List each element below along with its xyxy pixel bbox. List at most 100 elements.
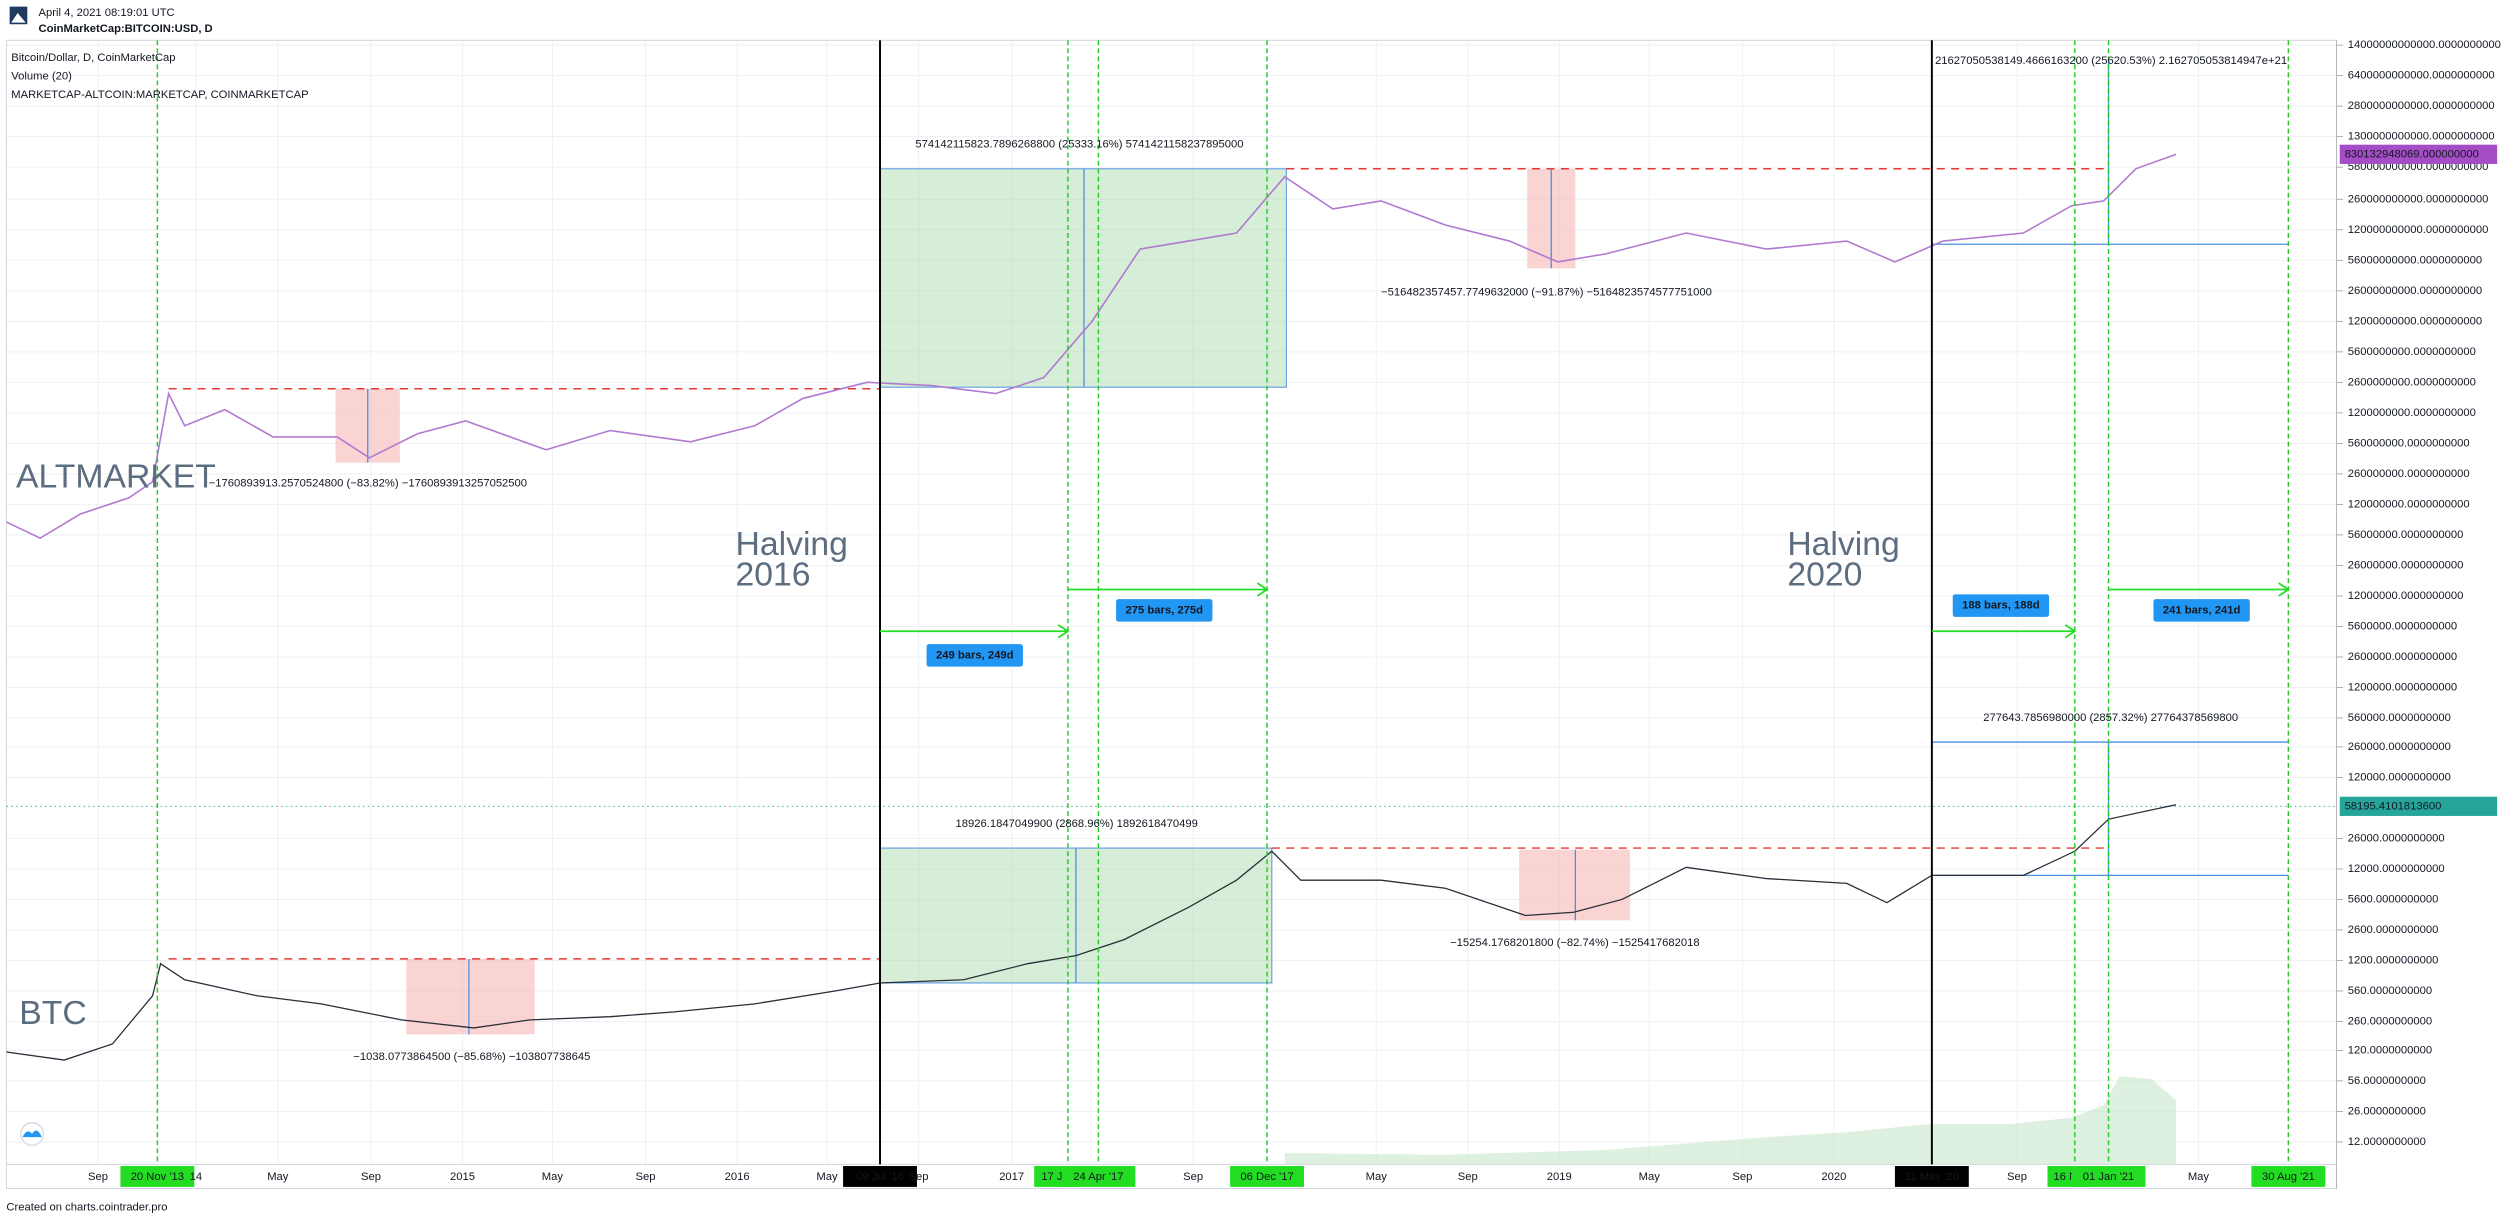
date-axis-label: 2017 xyxy=(999,1171,1024,1183)
measurement-label: 277643.7856980000 (2857.32%) 27764378569… xyxy=(1983,712,2238,724)
price-axis-label: 5600000.0000000000 xyxy=(2348,620,2457,632)
price-tag xyxy=(2339,796,2498,816)
symbol: CoinMarketCap:BITCOIN:USD, D xyxy=(39,23,213,35)
date-axis-label: Sep xyxy=(1458,1171,1478,1183)
measurement-label: −516482357457.7749632000 (−91.87%) −5164… xyxy=(1381,286,1712,298)
price-axis-label: 12000000000.0000000000 xyxy=(2348,315,2482,327)
date-axis-label: Sep xyxy=(909,1171,929,1183)
price-tag-label: 58195.4101813600 xyxy=(2345,800,2442,812)
texts: April 4, 2021 08:19:01 UTC CoinMarketCap:… xyxy=(6,7,2500,1214)
date-axis-label: 24 Apr '17 xyxy=(1073,1171,1123,1183)
price-axis-label: 120.0000000000 xyxy=(2348,1044,2432,1056)
halving-label: Halving xyxy=(1787,525,1899,563)
range-box xyxy=(879,168,1287,388)
price-axis-label: 12000.0000000000 xyxy=(2348,863,2445,875)
price-axis-label: 260000000000.0000000000 xyxy=(2348,193,2489,205)
date-marker xyxy=(1894,1166,1969,1187)
date-axis-label: 14 xyxy=(190,1171,203,1183)
price-tag-label: 830132948069.000000000 xyxy=(2345,148,2479,160)
bar-range-label: 188 bars, 188d xyxy=(1962,600,2040,612)
halving-label: 2016 xyxy=(735,556,810,594)
range-arrows xyxy=(880,582,2290,639)
price-axis-label: 120000.0000000000 xyxy=(2348,771,2451,783)
price-axis-label: 1200.0000000000 xyxy=(2348,954,2439,966)
timestamp: April 4, 2021 08:19:01 UTC xyxy=(39,7,175,19)
price-axis-label: 56000000000.0000000000 xyxy=(2348,254,2482,266)
date-axis-label: May xyxy=(1366,1171,1388,1183)
price-axis-label: 2600000.0000000000 xyxy=(2348,651,2457,663)
date-axis-label: May xyxy=(1639,1171,1661,1183)
date-axis-label: Sep xyxy=(636,1171,656,1183)
altmarket-line xyxy=(6,153,2177,540)
date-axis-label: 2016 xyxy=(725,1171,750,1183)
halving-lines xyxy=(879,40,1933,1165)
price-axis-label: 560000000.0000000000 xyxy=(2348,437,2470,449)
price-axis-label: 580000000000.0000000000 xyxy=(2348,161,2489,173)
price-axis-label: 26.0000000000 xyxy=(2348,1105,2426,1117)
date-axis-label: May xyxy=(816,1171,838,1183)
price-axis-label: 1300000000000.0000000000 xyxy=(2348,131,2495,143)
date-marker xyxy=(2251,1166,2326,1187)
measurement-label: 574142115823.7896268800 (25333.16%) 5741… xyxy=(915,139,1243,151)
date-axis-label: 2019 xyxy=(1547,1171,1572,1183)
price-axis-label: 26000000000.0000000000 xyxy=(2348,285,2482,297)
bar-range-box xyxy=(926,644,1023,667)
price-tag xyxy=(2339,144,2498,164)
legend-item: MARKETCAP-ALTCOIN:MARKETCAP, COINMARKETC… xyxy=(11,89,308,101)
series-label: ALTMARKET xyxy=(16,458,216,496)
price-axis-label: 120000000000.0000000000 xyxy=(2348,224,2489,236)
footer: Created on charts.cointrader.pro xyxy=(6,1202,167,1214)
date-axis-label: 01 Jan '21 xyxy=(2083,1171,2135,1183)
price-axis-label: 2800000000000.0000000000 xyxy=(2348,100,2495,112)
halving-label: 2020 xyxy=(1787,556,1862,594)
measurement-label: −15254.1768201800 (−82.74%) −15254176820… xyxy=(1450,937,1700,949)
price-axis-label: 14000000000000.0000000000 xyxy=(2348,39,2501,51)
bar-range-box xyxy=(2153,599,2250,622)
halving-label: Halving xyxy=(735,525,847,563)
price-axis-label: 2600000000.0000000000 xyxy=(2348,376,2476,388)
price-axis-label: 12000000.0000000000 xyxy=(2348,590,2464,602)
price-axis-label: 12.0000000000 xyxy=(2348,1136,2426,1148)
price-axis-label: 260000000.0000000000 xyxy=(2348,468,2470,480)
price-axis-label: 5600000000.0000000000 xyxy=(2348,346,2476,358)
date-axis-label: May xyxy=(542,1171,564,1183)
btc-line xyxy=(6,804,2177,1061)
bar-range-box xyxy=(1952,594,2050,617)
price-axis-label: 26000.0000000000 xyxy=(2348,832,2445,844)
price-axis-label: 56000000.0000000000 xyxy=(2348,529,2464,541)
date-marker xyxy=(843,1166,917,1187)
date-marker xyxy=(1230,1166,1304,1187)
watermark-icon xyxy=(22,1130,42,1138)
date-axis-label: 20 Nov '13 xyxy=(131,1171,184,1183)
price-axis-label: 2600.0000000000 xyxy=(2348,924,2439,936)
resistance-lines xyxy=(168,168,2109,960)
date-marker xyxy=(1061,1166,1136,1187)
price-axis-label: 560.0000000000 xyxy=(2348,985,2432,997)
measurement-label: −1760893913.2570524800 (−83.82%) −176089… xyxy=(209,477,527,489)
drawdown-box xyxy=(1519,849,1630,921)
price-axis-label: 260000.0000000000 xyxy=(2348,741,2451,753)
date-axis-label: 30 Aug '21 xyxy=(2262,1171,2315,1183)
date-axis-label: 2015 xyxy=(450,1171,475,1183)
price-axis-label: 56.0000000000 xyxy=(2348,1075,2426,1087)
date-axis-label: 11 May '20 xyxy=(1905,1171,1959,1183)
measurement-label: 18926.1847049900 (2868.96%) 189261847049… xyxy=(955,818,1197,830)
bar-range-label: 249 bars, 249d xyxy=(936,649,1014,661)
cycle-lines xyxy=(156,40,2290,1165)
legend-item: Bitcoin/Dollar, D, CoinMarketCap xyxy=(11,52,175,64)
bar-range-label: 275 bars, 275d xyxy=(1126,604,1204,616)
price-axis-label: 120000000.0000000000 xyxy=(2348,498,2470,510)
series-label: BTC xyxy=(19,994,86,1032)
logo xyxy=(9,6,28,25)
date-axis-label: 09 Jul '16 xyxy=(856,1171,904,1183)
date-axis-label: May xyxy=(2188,1171,2210,1183)
measurement-label: −1038.0773864500 (−85.68%) −103807738645 xyxy=(353,1051,590,1063)
measurement-label: 21627050538149.4666163200 (25620.53%) 2.… xyxy=(1935,55,2287,67)
date-marker xyxy=(120,1166,195,1187)
price-axis-label: 560000.0000000000 xyxy=(2348,712,2451,724)
date-axis-label: May xyxy=(267,1171,289,1183)
price-axis-label: 5600.0000000000 xyxy=(2348,893,2439,905)
date-axis-label: 2020 xyxy=(1821,1171,1846,1183)
date-marker xyxy=(2071,1166,2146,1187)
